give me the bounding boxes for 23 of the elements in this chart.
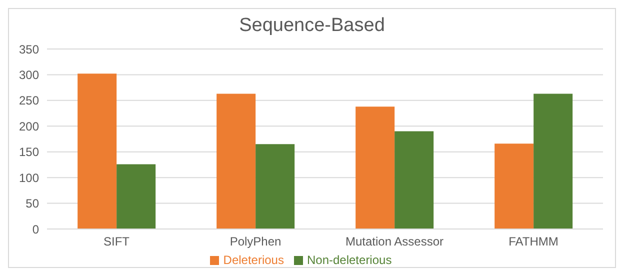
legend-label: Deleterious xyxy=(223,253,284,267)
bar xyxy=(216,94,256,229)
bar xyxy=(78,74,117,229)
legend-label: Non-deleterious xyxy=(306,253,392,267)
bar xyxy=(394,131,434,229)
bar xyxy=(494,144,534,229)
bar xyxy=(116,164,156,229)
y-tick-label: 350 xyxy=(18,42,40,56)
y-tick-label: 0 xyxy=(32,222,40,236)
y-tick-label: 200 xyxy=(18,119,40,134)
x-tick-label: Mutation Assessor xyxy=(345,234,444,249)
y-tick-label: 150 xyxy=(18,145,40,160)
bar xyxy=(256,144,295,229)
bar xyxy=(356,106,395,229)
x-tick-label: FATHMM xyxy=(508,234,558,249)
bar xyxy=(534,94,573,229)
chart-title: Sequence-Based xyxy=(239,15,385,36)
x-tick-label: SIFT xyxy=(104,234,130,249)
y-tick-label: 100 xyxy=(18,170,40,185)
y-tick-label: 300 xyxy=(18,68,40,82)
y-tick-label: 50 xyxy=(26,196,40,211)
x-tick-label: PolyPhen xyxy=(230,234,282,249)
y-tick-label: 250 xyxy=(18,94,40,108)
